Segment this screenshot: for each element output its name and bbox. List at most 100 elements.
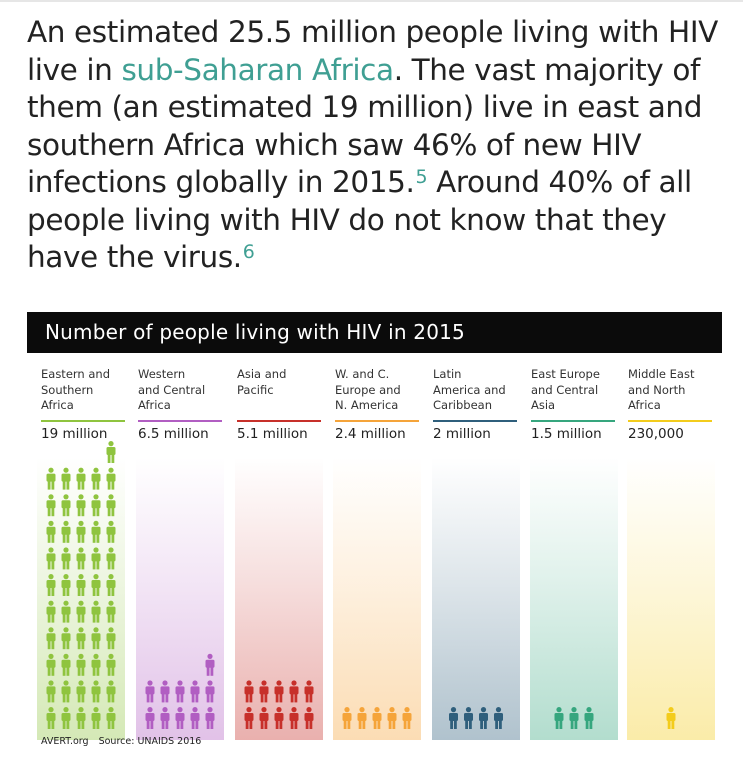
region-label-line: Africa xyxy=(628,398,661,412)
region-label-line: East Europe xyxy=(531,367,600,381)
person-icon xyxy=(46,707,56,729)
region-count: 230,000 xyxy=(628,426,684,442)
region-label-line: and North xyxy=(628,382,686,397)
person-icon xyxy=(46,600,56,623)
person-icon xyxy=(449,707,458,729)
person-icon xyxy=(402,707,412,729)
person-icon xyxy=(91,494,101,517)
region-label: East Europe and Central Asia xyxy=(531,367,619,417)
footnote-link-5[interactable]: 5 xyxy=(415,166,428,188)
person-icon xyxy=(76,653,86,676)
person-icon xyxy=(106,653,116,676)
region-label-line: Caribbean xyxy=(433,398,493,412)
region-underline xyxy=(138,420,222,422)
region-label: Western and Central Africa xyxy=(138,367,226,417)
people-icons-chart xyxy=(46,441,676,729)
region-column: Eastern and Southern Africa 19 million xyxy=(41,367,129,442)
region-label-line: and Central xyxy=(138,382,206,397)
person-icon xyxy=(91,574,101,596)
person-icon xyxy=(106,600,116,623)
region-bar xyxy=(432,457,520,740)
person-icon xyxy=(106,680,116,703)
person-icon xyxy=(106,441,116,463)
person-icon xyxy=(61,467,71,490)
region-underline xyxy=(335,420,419,422)
region-count: 2.4 million xyxy=(335,426,406,442)
person-icon xyxy=(106,574,116,596)
person-icon xyxy=(76,707,86,729)
region-count: 6.5 million xyxy=(138,426,209,442)
region-bar xyxy=(530,457,618,740)
person-icon xyxy=(61,520,71,543)
region-label: W. and C. Europe and N. America xyxy=(335,367,423,417)
person-icon xyxy=(387,707,397,729)
footnote-link-6[interactable]: 6 xyxy=(242,241,255,263)
person-icon xyxy=(160,680,170,703)
person-icon xyxy=(61,494,71,517)
paragraph-text-3: Around 40% of all people living with HIV… xyxy=(27,165,692,274)
person-icon xyxy=(76,600,86,623)
region-label-line: Asia and xyxy=(237,367,287,381)
region-label-line: Eastern and xyxy=(41,367,110,381)
person-icon xyxy=(244,680,254,703)
infographic-title: Number of people living with HIV in 2015 xyxy=(45,320,465,344)
region-label: Asia and Pacific xyxy=(237,367,325,417)
footer-brand: AVERT.org xyxy=(41,736,89,747)
person-icon xyxy=(106,547,116,570)
person-icon xyxy=(106,467,116,490)
sub-saharan-africa-link[interactable]: sub-Saharan Africa xyxy=(121,52,394,87)
region-count: 2 million xyxy=(433,426,491,442)
person-icon xyxy=(106,707,116,729)
person-icon xyxy=(584,707,594,729)
region-label-line: Africa xyxy=(41,398,74,412)
person-icon xyxy=(304,680,314,703)
person-icon xyxy=(569,707,579,729)
region-label: Eastern and Southern Africa xyxy=(41,367,129,417)
person-icon xyxy=(61,574,71,596)
person-icon xyxy=(106,627,116,650)
region-column: East Europe and Central Asia 1.5 million xyxy=(531,367,619,442)
person-icon xyxy=(76,494,86,517)
region-column: Western and Central Africa 6.5 million xyxy=(138,367,226,442)
paragraph-text-1: An estimated 25.5 million people living … xyxy=(27,15,718,87)
person-icon xyxy=(46,680,56,703)
person-icon xyxy=(46,574,56,596)
person-icon xyxy=(91,707,101,729)
person-icon xyxy=(304,707,314,729)
region-label-line: Latin xyxy=(433,367,462,381)
region-label-line: Africa xyxy=(138,398,171,412)
person-icon xyxy=(76,467,86,490)
region-column: Latin America and Caribbean 2 million xyxy=(433,367,521,442)
person-icon xyxy=(76,574,86,596)
region-bar xyxy=(627,457,715,740)
region-label: Middle East and North Africa xyxy=(628,367,716,417)
person-icon xyxy=(61,707,71,729)
person-icon xyxy=(342,707,352,729)
person-icon xyxy=(76,627,86,650)
top-divider xyxy=(0,0,743,2)
person-icon xyxy=(205,707,215,729)
region-count: 1.5 million xyxy=(531,426,602,442)
infographic-footer: AVERT.org Source: UNAIDS 2016 xyxy=(41,736,201,747)
person-icon xyxy=(190,707,200,729)
footer-source: Source: UNAIDS 2016 xyxy=(98,736,202,747)
person-icon xyxy=(46,520,56,543)
person-icon xyxy=(205,680,215,703)
person-icon xyxy=(289,707,299,729)
person-icon xyxy=(91,467,101,490)
region-column: Asia and Pacific 5.1 million xyxy=(237,367,325,442)
region-label-line: Asia xyxy=(531,398,556,412)
region-bar xyxy=(333,457,421,740)
person-icon xyxy=(479,707,488,729)
region-label-line: Middle East xyxy=(628,367,695,381)
region-underline xyxy=(433,420,517,422)
person-icon xyxy=(91,653,101,676)
person-icon xyxy=(259,680,269,703)
article-paragraph: An estimated 25.5 million people living … xyxy=(27,14,727,277)
person-icon xyxy=(61,680,71,703)
person-icon xyxy=(46,494,56,517)
person-icon xyxy=(259,707,269,729)
person-icon xyxy=(91,600,101,623)
person-icon xyxy=(91,680,101,703)
person-icon xyxy=(106,520,116,543)
